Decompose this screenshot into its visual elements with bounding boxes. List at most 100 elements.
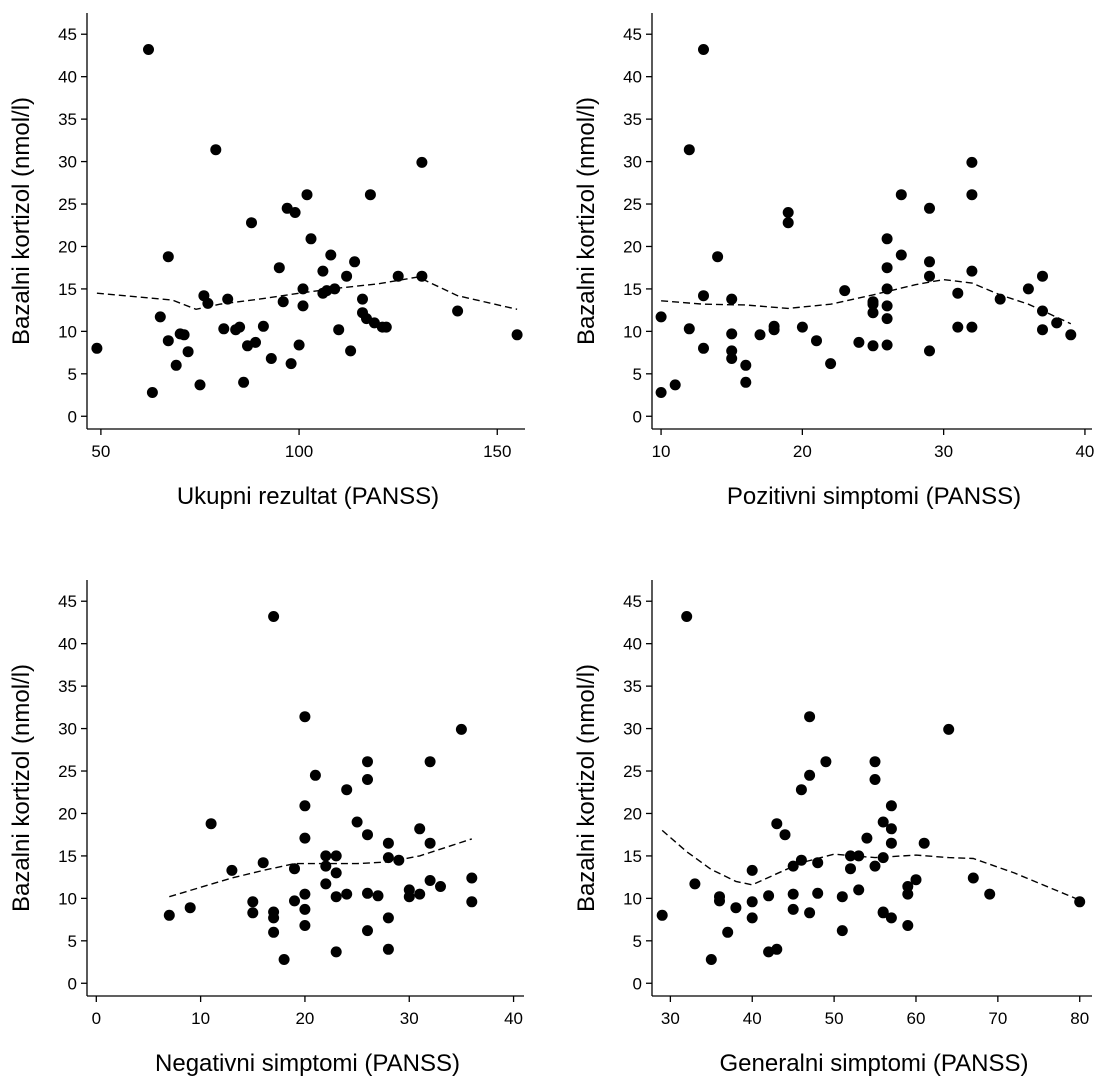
data-point [330,850,342,862]
data-point [162,335,174,347]
data-point [297,300,309,312]
y-tick-label: 0 [68,974,77,993]
data-point [414,888,426,900]
y-tick-label: 30 [58,153,77,172]
data-point [320,878,332,890]
data-point [265,353,277,364]
data-point [301,189,313,201]
data-point [984,888,996,900]
y-axis-title: Bazalni kortizol (nmol/l) [573,97,600,345]
data-point [885,912,897,924]
data-point [845,850,856,862]
data-point [918,837,930,849]
data-point [268,926,280,938]
data-point [435,881,446,892]
y-tick-label: 30 [58,720,77,739]
data-point [362,774,373,785]
data-point [839,285,851,297]
data-point [877,907,889,919]
data-point [362,887,373,899]
data-point [184,902,196,914]
data-point [869,774,881,785]
y-tick-label: 30 [623,720,642,739]
y-tick-label: 5 [68,932,77,951]
data-point [782,207,794,218]
data-point [877,816,889,828]
x-axis-title: Generalni simptomi (PANSS) [720,1050,1029,1077]
data-point [289,207,301,218]
y-tick-label: 20 [58,237,77,256]
y-tick-label: 25 [623,195,642,214]
y-tick-label: 5 [633,365,642,384]
data-point [804,711,816,723]
data-point [754,329,766,341]
data-point [881,300,893,312]
data-point [683,323,695,335]
data-point [341,270,353,282]
fit-line [661,278,1072,325]
data-point [1022,283,1034,295]
data-point [341,888,353,900]
data-point [466,872,478,884]
data-point [768,324,780,336]
data-point [952,321,964,333]
data-point [740,359,752,371]
data-point [885,837,897,849]
data-point [333,324,345,336]
data-point [804,907,816,919]
x-tick-label: 60 [907,1009,926,1028]
data-point [712,251,724,263]
data-point [194,379,206,391]
data-point [247,907,259,919]
data-point [210,144,222,156]
data-point [511,329,523,341]
data-point [746,896,758,908]
data-point [362,756,373,768]
data-point [317,265,329,277]
y-tick-label: 0 [68,407,77,426]
y-tick-label: 20 [623,237,642,256]
data-point [746,864,758,876]
data-point [812,887,824,899]
data-point [994,293,1006,305]
fit-line [169,838,473,898]
data-point [455,723,467,735]
data-point [393,854,405,866]
x-tick-label: 10 [191,1009,210,1028]
x-tick-label: 30 [400,1009,419,1028]
data-point [895,189,907,201]
data-point [771,818,783,830]
y-tick-label: 35 [58,110,77,129]
x-tick-label: 40 [1075,442,1094,461]
data-point [178,329,190,341]
data-point [309,769,321,781]
data-point [966,265,978,277]
data-point [787,888,799,900]
data-point [372,890,384,902]
x-tick-label: 50 [91,442,110,461]
data-point [787,860,799,872]
data-point [895,249,907,261]
data-point [330,891,342,903]
y-tick-label: 40 [58,68,77,87]
data-point [91,342,103,354]
data-point [655,311,667,323]
data-point [867,298,879,310]
y-axis-title: Bazalni kortizol (nmol/l) [8,664,35,912]
y-tick-label: 25 [623,762,642,781]
data-point [966,189,978,201]
x-tick-label: 80 [1070,1009,1089,1028]
data-point [656,909,668,921]
data-point [902,920,914,931]
y-tick-label: 0 [633,407,642,426]
data-point [364,189,376,201]
y-tick-label: 15 [58,847,77,866]
data-point [205,818,217,830]
data-point [146,387,158,398]
data-point [804,769,816,781]
data-point [763,890,775,902]
data-point [299,800,311,812]
y-axis-title: Bazalni kortizol (nmol/l) [573,664,600,912]
data-point [881,313,893,325]
data-point [853,336,865,348]
